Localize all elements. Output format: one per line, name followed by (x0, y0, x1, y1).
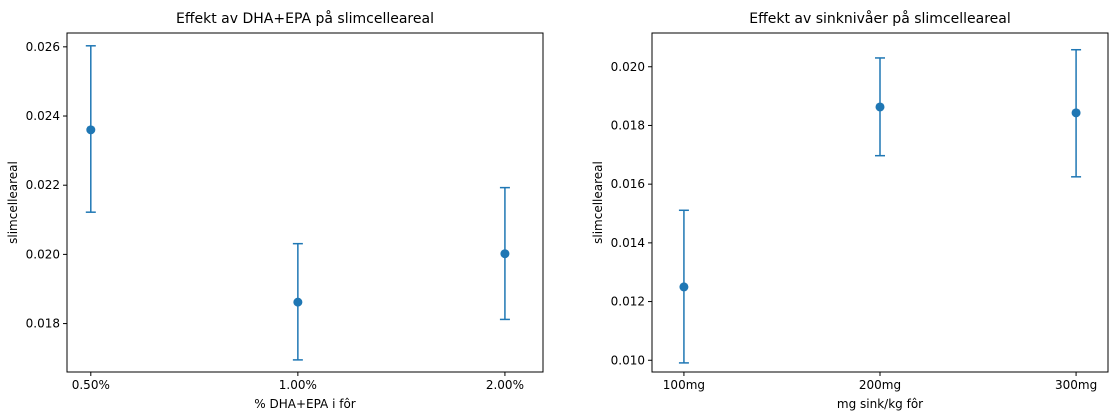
y-tick-label: 0.014 (611, 236, 645, 250)
y-tick-label: 0.024 (26, 109, 60, 123)
data-point (293, 297, 303, 307)
x-tick-label: 200mg (859, 378, 901, 392)
axis-ticks: 0.010 0.012 0.014 0.016 0.018 0.020 100mg 200mg… (611, 60, 1098, 392)
x-tick-label: 2.00% (486, 378, 524, 392)
x-tick-label: 300mg (1055, 378, 1097, 392)
data-point (500, 249, 510, 259)
x-tick-label: 100mg (663, 378, 705, 392)
data-point (875, 102, 885, 112)
x-axis-label: % DHA+EPA i fôr (254, 397, 356, 411)
data-point (679, 282, 689, 292)
data-point (86, 125, 96, 135)
chart-title: Effekt av DHA+EPA på slimcelleareal (176, 10, 434, 27)
x-tick-label: 0.50% (72, 378, 110, 392)
y-tick-label: 0.016 (611, 177, 645, 191)
chart-dha-epa: Effekt av DHA+EPA på slimcelleareal % DH… (6, 10, 544, 411)
y-tick-label: 0.012 (611, 295, 645, 309)
x-tick-label: 1.00% (279, 378, 317, 392)
data-marks (85, 45, 510, 361)
plot-frame (66, 32, 544, 373)
data-marks (678, 48, 1082, 364)
y-axis-label: slimcelleareal (6, 161, 20, 244)
x-axis-label: mg sink/kg fôr (837, 397, 923, 411)
data-point (1071, 108, 1081, 118)
y-tick-label: 0.018 (611, 118, 645, 132)
y-tick-label: 0.018 (26, 317, 60, 331)
chart-sink: Effekt av sinknivåer på slimcelleareal m… (591, 10, 1109, 411)
y-tick-label: 0.026 (26, 40, 60, 54)
chart-title: Effekt av sinknivåer på slimcelleareal (749, 10, 1011, 27)
y-tick-label: 0.022 (26, 178, 60, 192)
y-axis-label: slimcelleareal (591, 161, 605, 244)
y-tick-label: 0.020 (611, 60, 645, 74)
y-tick-label: 0.020 (26, 247, 60, 261)
axis-ticks: 0.018 0.020 0.022 0.024 0.026 0.50% 1.00% 2.00% (26, 40, 524, 392)
y-tick-label: 0.010 (611, 353, 645, 367)
